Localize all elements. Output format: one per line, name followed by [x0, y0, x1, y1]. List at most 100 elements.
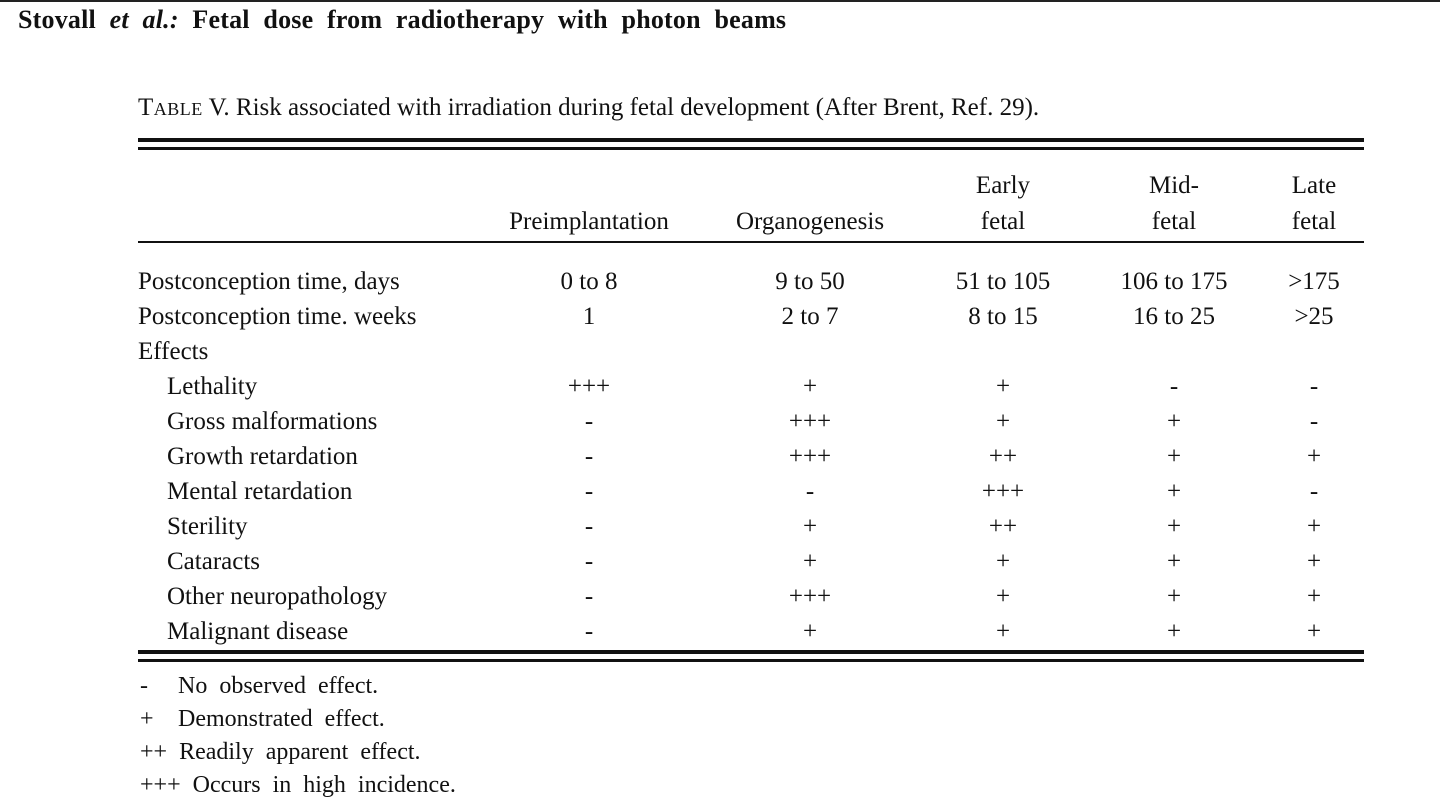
table-cell: +	[1306, 443, 1322, 470]
header-title: Fetal dose from radiotherapy with photon…	[192, 5, 787, 34]
table-cell: 9 to 50	[775, 268, 845, 295]
row-label: Postconception time. weeks	[138, 303, 417, 330]
table-cell: >175	[1288, 268, 1340, 295]
table-cell: -	[1309, 478, 1319, 505]
table-row: Postconception time. weeks 1 2 to 7 8 to…	[138, 299, 1364, 334]
table-cell: +	[1166, 548, 1182, 575]
footnote: + Demonstrated effect.	[140, 703, 456, 736]
table-caption: Table V. Risk associated with irradiatio…	[138, 94, 1039, 122]
table-cell: 1	[582, 303, 596, 330]
table-row: Sterility - + ++ + +	[138, 509, 1364, 544]
table-cell: -	[584, 583, 594, 610]
row-label: Growth retardation	[167, 443, 358, 470]
table-cell: +	[802, 513, 818, 540]
table-cell: +	[1166, 513, 1182, 540]
table-cell	[922, 334, 1084, 369]
table-cell: -	[1309, 373, 1319, 400]
footnote-text: Demonstrated effect.	[178, 706, 385, 732]
row-label: Effects	[138, 338, 209, 365]
table-bottom-rule	[138, 650, 1364, 654]
row-label: Mental retardation	[167, 478, 353, 505]
table-bottom-rule-2	[138, 659, 1364, 662]
table-top-rule	[138, 138, 1364, 142]
row-label: Cataracts	[167, 548, 261, 575]
footnote: ++ Readily apparent effect.	[140, 736, 456, 769]
table-row: Lethality +++ + + - -	[138, 369, 1364, 404]
table-cell: >25	[1294, 303, 1334, 330]
table-cell: +	[995, 583, 1011, 610]
table-cell: +++	[981, 478, 1025, 505]
table-cell: +	[1306, 583, 1322, 610]
table-row: Postconception time, days 0 to 8 9 to 50…	[138, 264, 1364, 299]
table-cell: 0 to 8	[560, 268, 618, 295]
row-label: Gross malformations	[167, 408, 378, 435]
table-cell: -	[1309, 408, 1319, 435]
table-cell: 51 to 105	[955, 268, 1051, 295]
footnote-symbol: +++	[140, 772, 181, 798]
running-header: Stovall et al.: Fetal dose from radiothe…	[18, 5, 786, 35]
table-row: Gross malformations - +++ + + -	[138, 404, 1364, 439]
table-header-row: Preimplantation Organogenesis Early fetal…	[138, 160, 1364, 252]
table-cell	[1084, 334, 1264, 369]
column-header-early-fetal: Early fetal	[975, 172, 1031, 235]
row-label: Malignant disease	[167, 618, 349, 645]
risk-table: Preimplantation Organogenesis Early fetal…	[138, 160, 1364, 649]
row-label: Lethality	[167, 373, 258, 400]
table-cell: +	[802, 373, 818, 400]
table-cell: +	[1166, 408, 1182, 435]
table-cell: -	[584, 478, 594, 505]
table-cell: +	[802, 548, 818, 575]
table-cell: 106 to 175	[1120, 268, 1228, 295]
table-cell: 8 to 15	[968, 303, 1038, 330]
footnote: - No observed effect.	[140, 670, 456, 703]
table-cell: +++	[567, 373, 611, 400]
table-cell: +	[1306, 513, 1322, 540]
table-cell: +++	[788, 583, 832, 610]
header-authors: Stovall	[18, 5, 96, 34]
column-header-late-fetal: Late fetal	[1291, 172, 1337, 235]
footnote-text: No observed effect.	[178, 673, 379, 699]
table-row: Cataracts - + + + +	[138, 544, 1364, 579]
column-header-mid-fetal: Mid-fetal	[1149, 172, 1199, 235]
table-top-rule-2	[138, 147, 1364, 150]
table-cell: +	[995, 373, 1011, 400]
column-header-preimplantation: Preimplantation	[509, 208, 669, 235]
table-cell: +	[995, 618, 1011, 645]
header-cell-blank	[138, 160, 480, 252]
table-row: Mental retardation - - +++ + -	[138, 474, 1364, 509]
caption-text: V. Risk associated with irradiation duri…	[208, 94, 1040, 121]
table-cell: ++	[988, 443, 1018, 470]
page-top-border	[0, 0, 1440, 2]
table-cell: -	[1169, 373, 1179, 400]
table-cell: 16 to 25	[1133, 303, 1215, 330]
table-cell: +	[1166, 443, 1182, 470]
table-cell: -	[584, 618, 594, 645]
table-cell: +	[995, 548, 1011, 575]
footnote-symbol: +	[140, 706, 154, 732]
row-label: Sterility	[167, 513, 248, 540]
footnote-symbol: -	[140, 673, 148, 699]
footnote: +++ Occurs in high incidence.	[140, 769, 456, 802]
table-cell: +	[1306, 618, 1322, 645]
header-etal: et al.:	[109, 5, 179, 34]
table-row: Other neuropathology - +++ + + +	[138, 579, 1364, 614]
table-cell: -	[584, 513, 594, 540]
table-cell: +	[802, 618, 818, 645]
table-cell: +	[1166, 583, 1182, 610]
caption-table-word: Table	[138, 94, 203, 121]
table-cell: +++	[788, 443, 832, 470]
row-label: Other neuropathology	[167, 583, 388, 610]
table-row-section: Effects	[138, 334, 1364, 369]
table-cell: -	[805, 478, 815, 505]
table-cell	[480, 334, 698, 369]
table-header-rule	[138, 241, 1364, 243]
footnote-text: Occurs in high incidence.	[192, 772, 456, 798]
table-cell	[1264, 334, 1364, 369]
footnote-symbol: ++	[140, 739, 168, 765]
table-row: Growth retardation - +++ ++ + +	[138, 439, 1364, 474]
column-header-organogenesis: Organogenesis	[735, 208, 885, 235]
table-cell: 2 to 7	[781, 303, 839, 330]
table-cell: +	[1306, 548, 1322, 575]
table-cell: -	[584, 443, 594, 470]
table-cell: +	[1166, 618, 1182, 645]
